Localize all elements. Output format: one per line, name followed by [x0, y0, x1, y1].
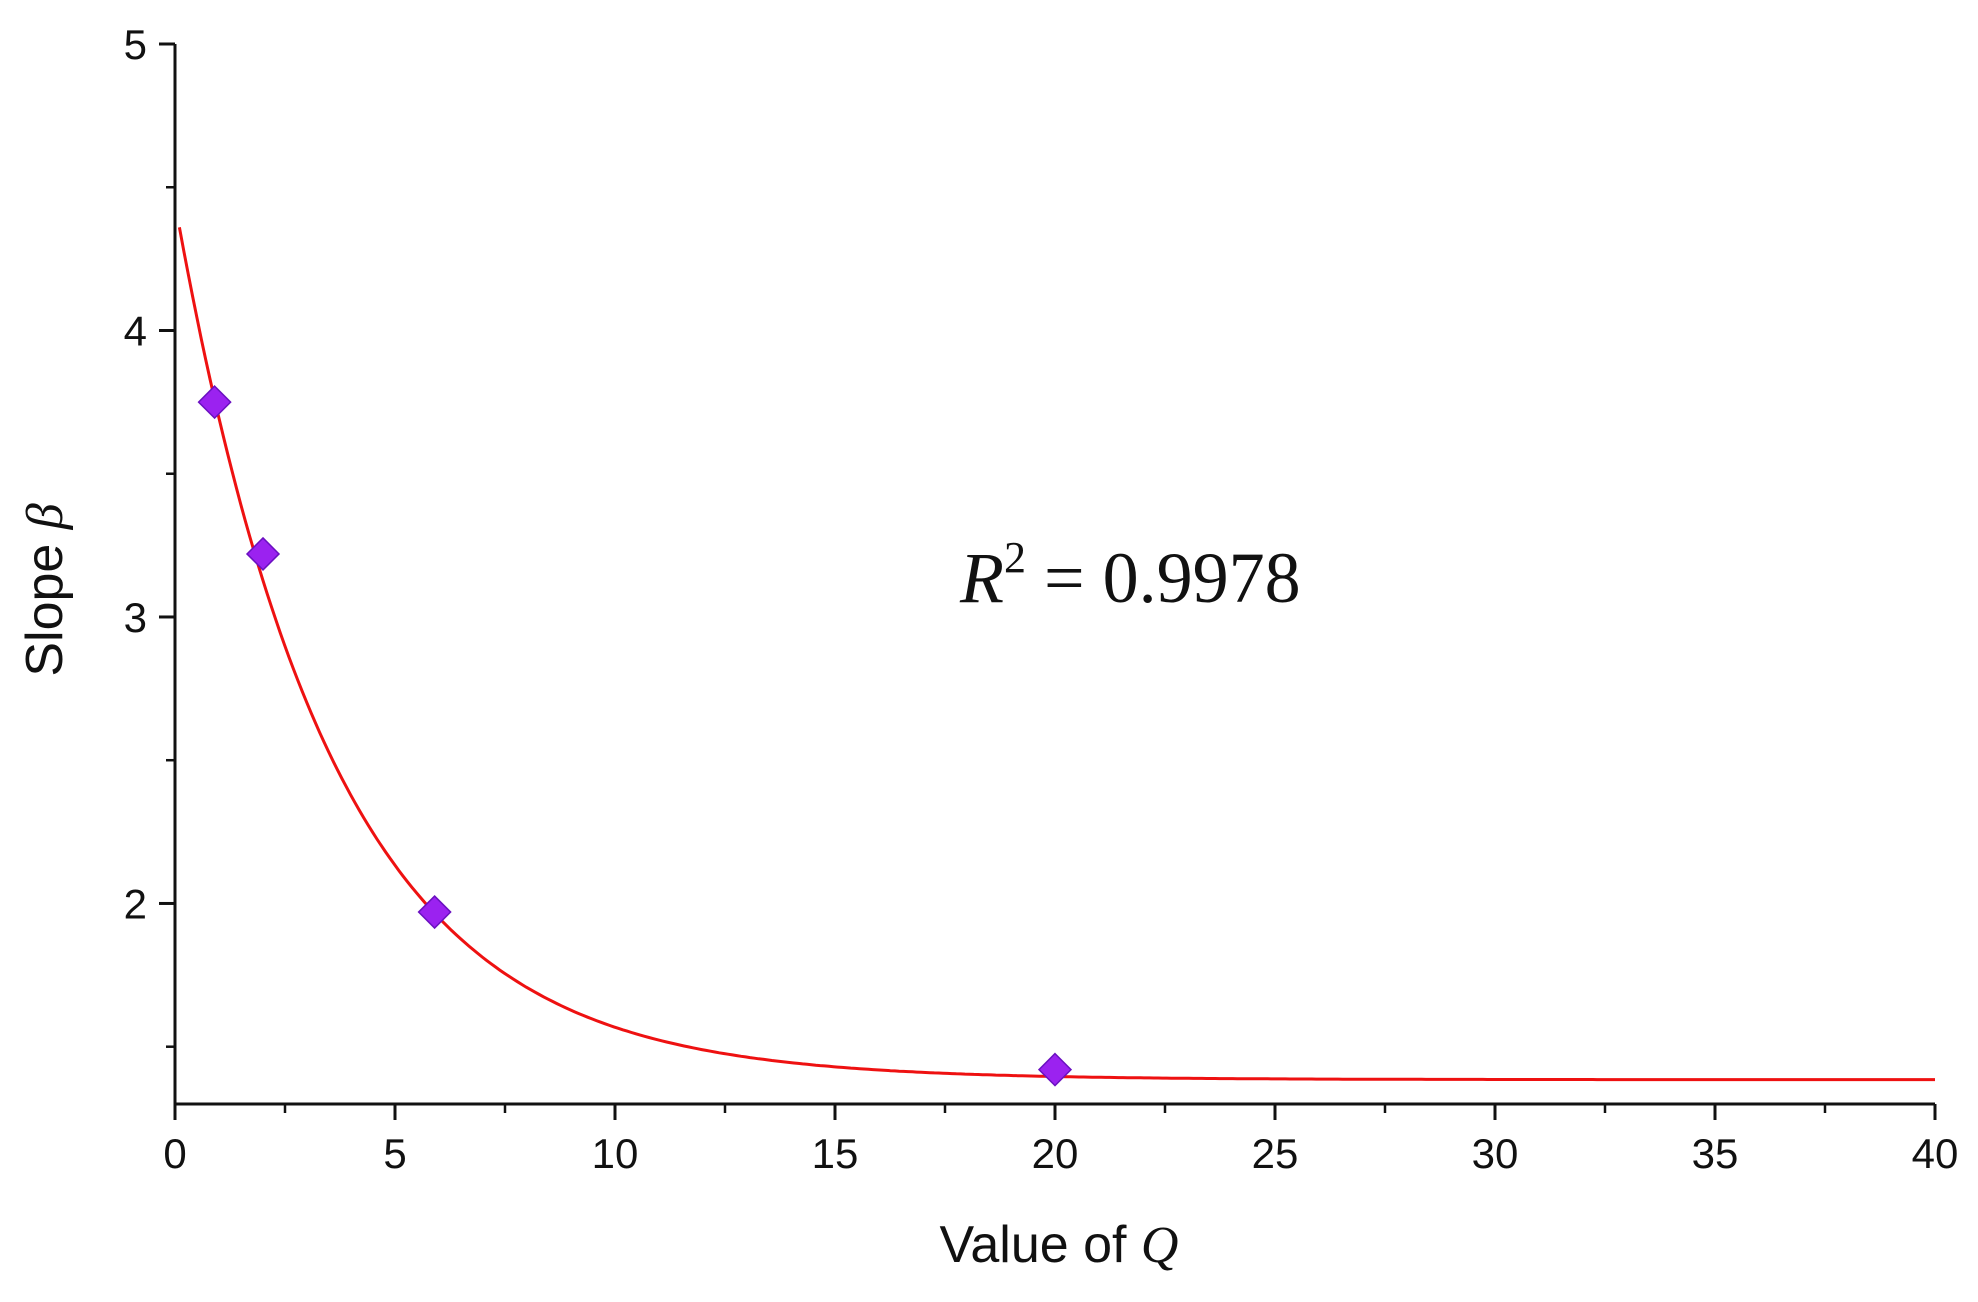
data-point-diamond [1037, 1052, 1073, 1087]
data-point-diamond [245, 536, 281, 572]
data-points-group [197, 385, 1073, 1087]
x-tick-label: 40 [1912, 1130, 1959, 1177]
y-tick-label: 2 [124, 880, 147, 927]
x-tick-label: 30 [1472, 1130, 1519, 1177]
fit-curve-line [177, 227, 1935, 1082]
x-tick-label: 20 [1032, 1130, 1079, 1177]
axes [159, 42, 1937, 1120]
x-tick-label: 5 [383, 1130, 406, 1177]
r-squared-annotation: R2 = 0.9978 [959, 533, 1301, 618]
y-tick-label: 5 [124, 21, 147, 68]
x-tick-label: 0 [163, 1130, 186, 1177]
y-tick-label: 4 [124, 307, 147, 354]
y-axis-title: Slope β [16, 503, 74, 676]
x-tick-label: 15 [812, 1130, 859, 1177]
x-tick-label: 35 [1692, 1130, 1739, 1177]
x-tick-label: 10 [592, 1130, 639, 1177]
fit-curve-group [177, 227, 1935, 1082]
y-tick-label: 3 [124, 594, 147, 641]
x-axis-title: Value of Q [940, 1216, 1179, 1274]
x-tick-label: 25 [1252, 1130, 1299, 1177]
data-point-diamond [417, 894, 452, 930]
data-point-diamond [197, 385, 232, 420]
labels-group: 0 5 10 15 20 25 30 35 40 2 3 4 5 [124, 21, 1959, 1177]
